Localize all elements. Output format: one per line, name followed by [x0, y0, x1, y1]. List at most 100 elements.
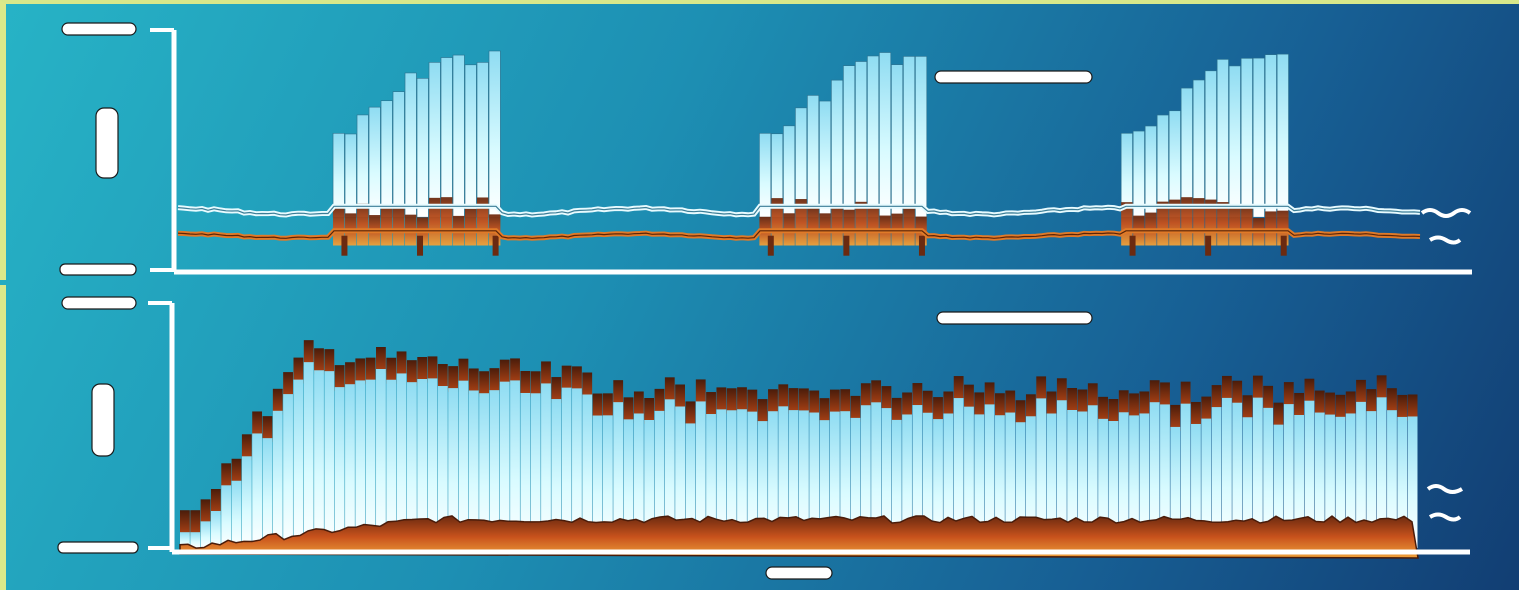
- bottom-light-bar: [210, 511, 221, 548]
- bottom-light-bar: [1273, 424, 1284, 548]
- bottom-y-max-label-blob: [61, 296, 137, 310]
- bottom-panel-series: [179, 340, 1419, 559]
- bottom-peak-cap: [231, 458, 242, 485]
- bottom-light-bar: [510, 380, 520, 548]
- bottom-light-bar: [1294, 414, 1305, 548]
- top-burst-2-light-bar: [783, 125, 796, 218]
- bottom-light-bar: [829, 411, 840, 548]
- bottom-peak-cap: [1273, 402, 1284, 429]
- top-burst-2-light-bar: [915, 56, 928, 218]
- bottom-light-bar: [489, 390, 500, 548]
- bottom-peak-cap: [334, 365, 345, 392]
- top-burst-3-light-bar: [1264, 54, 1277, 218]
- bottom-peak-cap: [613, 380, 624, 407]
- top-burst-1-light-bar: [476, 62, 489, 218]
- bottom-peak-cap: [809, 390, 820, 417]
- bottom-light-bar: [1129, 415, 1139, 548]
- bottom-peak-cap: [1283, 382, 1294, 409]
- bottom-peak-cap: [262, 416, 273, 443]
- bottom-light-bar: [1387, 410, 1397, 548]
- bottom-peak-cap: [1180, 381, 1191, 408]
- top-burst-1-dark-bar: [381, 206, 393, 246]
- top-burst-3-dark-bar: [1193, 198, 1205, 246]
- bottom-peak-cap: [1294, 392, 1305, 419]
- bottom-light-bar: [303, 362, 314, 548]
- bottom-light-bar: [1356, 401, 1366, 548]
- bottom-light-bar: [1376, 397, 1387, 548]
- bottom-peak-cap: [995, 393, 1005, 420]
- bottom-peak-cap: [860, 383, 871, 410]
- bottom-light-bar: [1366, 411, 1377, 548]
- bottom-light-bar: [417, 379, 428, 548]
- top-burst-1-dark-bar: [333, 207, 345, 246]
- bottom-light-bar: [1170, 426, 1181, 548]
- bottom-light-bar: [613, 402, 624, 548]
- bottom-peak-cap: [1149, 380, 1160, 407]
- top-y-max-label-blob: [61, 22, 137, 36]
- top-burst-1-light-bar: [464, 64, 477, 218]
- bottom-peak-cap: [819, 398, 830, 425]
- top-burst-3-dark-bar: [1217, 202, 1229, 246]
- bottom-light-bar: [964, 406, 974, 548]
- top-burst-1-dark-bar: [393, 207, 405, 246]
- bottom-light-bar: [283, 394, 293, 548]
- bottom-light-bar: [1242, 417, 1253, 548]
- top-burst-2-dark-bar: [795, 199, 807, 246]
- bottom-light-bar: [221, 485, 232, 548]
- bottom-y-axis-title-blob: [91, 383, 115, 457]
- bottom-peak-cap: [221, 463, 232, 490]
- bottom-peak-cap: [241, 434, 252, 461]
- bottom-peak-cap: [1015, 400, 1026, 427]
- bottom-peak-cap: [1098, 396, 1108, 423]
- bottom-peak-cap: [1108, 399, 1119, 426]
- bottom-light-bar: [995, 415, 1005, 548]
- bottom-peak-cap: [448, 366, 459, 393]
- top-burst-3-dark-bar: [1157, 201, 1169, 246]
- bottom-panel: [57, 296, 1470, 580]
- bottom-light-bar: [1108, 421, 1119, 548]
- bottom-peak-cap: [1314, 390, 1325, 417]
- bottom-peak-cap: [1376, 375, 1387, 402]
- bottom-peak-cap: [664, 377, 675, 404]
- bottom-light-bar: [984, 404, 995, 548]
- bottom-light-bar: [530, 393, 541, 548]
- bottom-peak-cap: [602, 393, 613, 420]
- bottom-peak-cap: [252, 411, 263, 438]
- bottom-peak-cap: [922, 390, 933, 417]
- bottom-peak-cap: [479, 371, 489, 398]
- bottom-light-bar: [427, 378, 438, 548]
- bottom-peak-cap: [210, 489, 221, 516]
- bottom-peak-cap: [1356, 379, 1366, 406]
- bottom-light-bar: [757, 421, 768, 548]
- top-burst-1-light-bar: [368, 106, 381, 218]
- bottom-peak-cap: [1087, 383, 1098, 410]
- bottom-light-bar: [768, 411, 778, 548]
- bottom-peak-cap: [891, 397, 902, 424]
- bottom-light-bar: [1139, 413, 1150, 548]
- top-burst-2-dark-bar: [855, 201, 867, 246]
- bottom-peak-cap: [489, 368, 500, 395]
- bottom-light-bar: [1201, 418, 1212, 548]
- bottom-light-bar: [1232, 402, 1243, 548]
- bottom-light-bar: [675, 406, 686, 548]
- bottom-light-bar: [1036, 398, 1047, 548]
- bottom-peak-cap: [458, 358, 469, 385]
- bottom-peak-cap: [190, 510, 201, 537]
- top-burst-1-light-bar: [488, 50, 501, 218]
- bottom-light-bar: [1325, 414, 1335, 548]
- bottom-light-bar: [293, 379, 304, 548]
- bottom-light-bar: [1005, 412, 1016, 548]
- top-burst-2-dark-bar: [771, 198, 783, 246]
- bottom-light-bar: [1314, 412, 1325, 548]
- bottom-light-bar: [592, 415, 603, 548]
- top-burst-1-dip: [417, 235, 424, 256]
- bottom-peak-cap: [644, 397, 655, 424]
- bottom-light-bar: [376, 369, 386, 548]
- bottom-light-bar: [499, 381, 510, 548]
- top-burst-1-dark-bar: [429, 197, 441, 246]
- bottom-peak-cap: [592, 393, 603, 420]
- bottom-peak-cap: [1129, 393, 1139, 420]
- top-burst-2-light-bar: [867, 55, 880, 218]
- bottom-peak-cap: [737, 387, 747, 414]
- top-burst-2-dark-bar: [903, 208, 915, 246]
